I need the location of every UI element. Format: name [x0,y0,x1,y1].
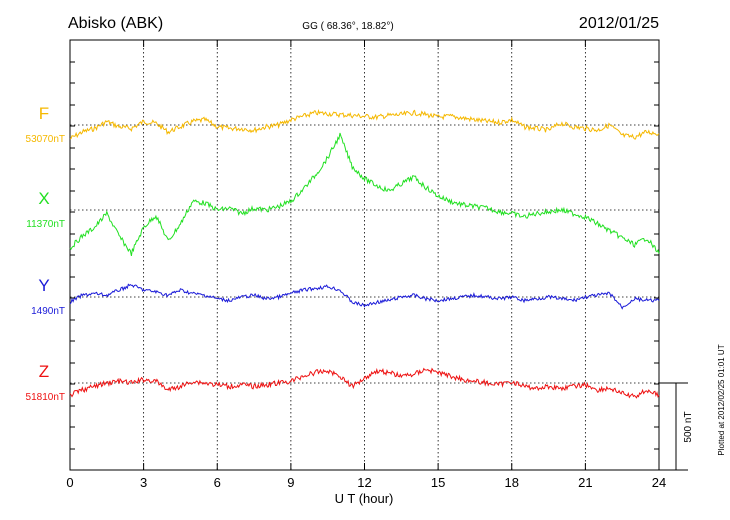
x-tick-label: 15 [431,475,445,490]
x-tick-label: 6 [214,475,221,490]
station-title: Abisko (ABK) [68,15,163,32]
scale-bar: 500 nT [659,382,694,471]
series-name-f: F [39,104,49,123]
x-tick-label: 12 [357,475,371,490]
series-baseline-x: 11370nT [26,219,65,230]
plotted-at-note: Plotted at 2012/02/25 01:01 UT [717,344,726,455]
series-name-y: Y [38,276,49,295]
series-layer [69,109,660,399]
x-tick-label: 24 [652,475,666,490]
series-line-y [69,283,660,310]
series-baseline-y: 1490nT [31,306,65,317]
series-name-z: Z [39,362,49,381]
x-axis-label: U T (hour) [335,491,394,506]
x-tick-label: 0 [66,475,73,490]
series-line-z [69,367,660,399]
series-line-f [69,109,660,140]
series-baseline-z: 51810nT [26,392,65,403]
x-tick-labels: 0 3 6 9 12 15 18 21 24 [66,475,666,490]
scale-bar-label: 500 nT [683,411,694,442]
grid-lines [70,40,659,470]
x-tick-label: 9 [287,475,294,490]
x-tick-label: 18 [505,475,519,490]
x-tick-label: 21 [578,475,592,490]
date-label: 2012/01/25 [579,15,659,32]
series-baseline-f: 53070nT [26,134,65,145]
series-line-x [69,132,660,256]
axis-ticks [69,39,660,471]
series-name-x: X [38,189,49,208]
coordinates-label: GG ( 68.36°, 18.82°) [302,21,393,32]
series-labels: F 53070nT X 11370nT Y 1490nT Z 51810nT [26,104,65,403]
x-tick-label: 3 [140,475,147,490]
